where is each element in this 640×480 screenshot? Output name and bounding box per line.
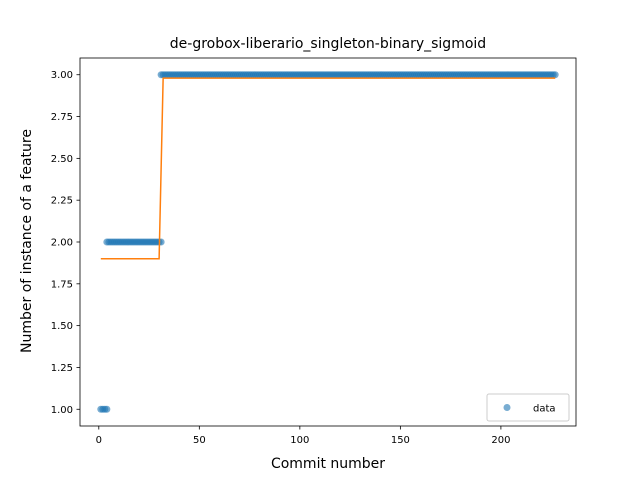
x-tick-label: 150 bbox=[391, 435, 410, 446]
legend: data bbox=[486, 393, 570, 422]
x-tick-label: 100 bbox=[290, 435, 309, 446]
data-series-points bbox=[97, 71, 559, 413]
x-axis-label: Commit number bbox=[271, 456, 385, 472]
y-tick-label: 3.00 bbox=[51, 70, 73, 81]
data-point bbox=[551, 71, 559, 79]
legend-label: data bbox=[533, 404, 556, 415]
x-tick-label: 50 bbox=[193, 435, 206, 446]
y-tick-label: 2.75 bbox=[51, 112, 73, 123]
plot-area bbox=[97, 71, 559, 413]
fit-line bbox=[100, 77, 556, 260]
chart-title: de-grobox-liberario_singleton-binary_sig… bbox=[170, 36, 486, 52]
x-tick-label: 200 bbox=[491, 435, 510, 446]
y-tick-label: 2.50 bbox=[51, 154, 73, 165]
x-tick-label: 0 bbox=[96, 435, 102, 446]
data-point bbox=[103, 405, 111, 413]
legend-marker bbox=[503, 404, 511, 411]
y-tick-label: 1.25 bbox=[51, 363, 73, 374]
y-tick-label: 1.00 bbox=[51, 405, 73, 416]
y-tick-label: 2.25 bbox=[51, 196, 73, 207]
data-point bbox=[157, 238, 165, 246]
y-tick-label: 1.50 bbox=[51, 321, 73, 332]
y-axis-label: Number of instance of a feature bbox=[19, 129, 35, 353]
y-tick-label: 2.00 bbox=[51, 238, 73, 249]
legend-box bbox=[486, 393, 570, 422]
y-tick-label: 1.75 bbox=[51, 279, 73, 290]
axes: 0 50 100 150 200 1.00 1.25 1.50 1.75 2.00 2.25 2.50… bbox=[51, 57, 577, 446]
